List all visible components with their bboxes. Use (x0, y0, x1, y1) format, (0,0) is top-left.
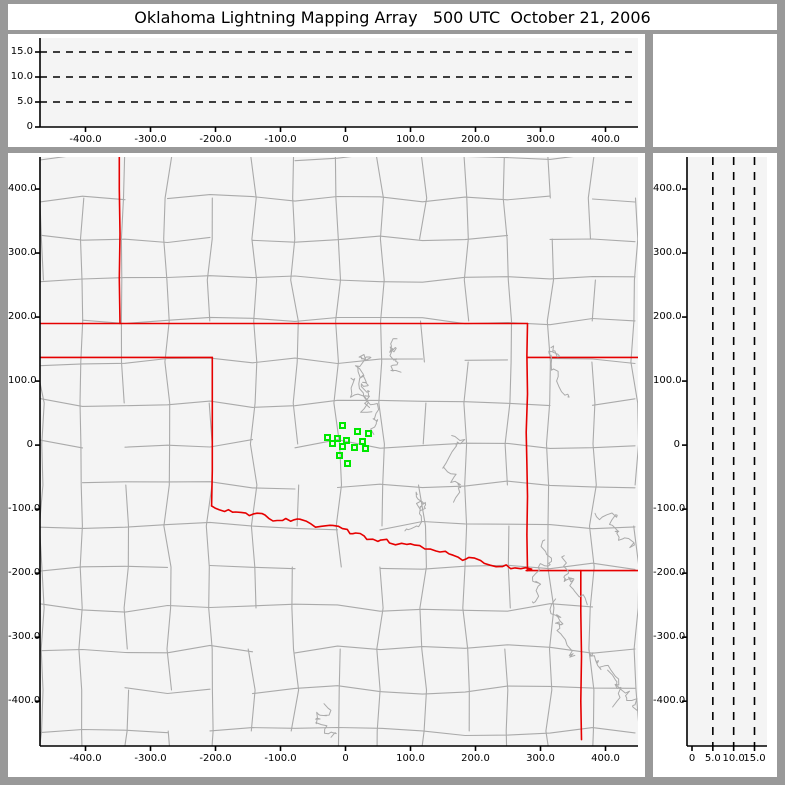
lightning-source-marker[interactable] (329, 440, 336, 448)
tick-label: -100.0 (8, 503, 41, 515)
altitude-vs-y-plot-area[interactable] (687, 157, 767, 746)
tick-label: -100.0 (264, 134, 297, 145)
tick-label: -100.0 (264, 753, 297, 764)
tick-label: 5.0 (704, 753, 721, 764)
lightning-source-marker[interactable] (353, 427, 361, 435)
lightning-source-marker[interactable] (343, 436, 351, 444)
tick-label: -200.0 (653, 567, 686, 579)
lightning-source-marker[interactable] (339, 442, 347, 450)
side-panel: 0 5.0 10.0 15.0 400.0 300.0 200.0 100.0 0 -100.0 -… (653, 153, 777, 777)
tick-label: 200.0 (653, 311, 682, 323)
tick-label: 300.0 (526, 753, 555, 764)
tick-label: -200.0 (199, 134, 232, 145)
tick-label: 100.0 (8, 375, 37, 387)
tick-label: 100.0 (653, 375, 682, 387)
tick-label: 200.0 (461, 134, 490, 145)
tick-label: 5.0 (17, 96, 33, 107)
tick-label: -300.0 (653, 631, 686, 643)
tick-label: -400.0 (653, 695, 686, 707)
tick-label: -100.0 (653, 503, 686, 515)
tick-label: 15.0 (10, 46, 33, 57)
lightning-source-marker[interactable] (358, 438, 366, 446)
tick-label: 0 (342, 753, 349, 764)
lightning-source-marker[interactable] (351, 444, 359, 452)
tick-label: 300.0 (8, 247, 37, 259)
map-plot-area[interactable] (40, 157, 638, 746)
lightning-source-marker[interactable] (343, 459, 351, 467)
tick-label: 10.0 (722, 753, 745, 764)
tick-label: -200.0 (8, 567, 41, 579)
tick-label: -300.0 (134, 134, 167, 145)
tick-label: -300.0 (8, 631, 41, 643)
tick-label: -400.0 (69, 753, 102, 764)
page-title: Oklahoma Lightning Mapping Array 500 UTC… (134, 7, 651, 27)
top-panel-axes (35, 38, 638, 132)
tick-label: 100.0 (396, 753, 425, 764)
tick-label: 15.0 (743, 753, 766, 764)
tick-label: 300.0 (653, 247, 682, 259)
title-bar: Oklahoma Lightning Mapping Array 500 UTC… (8, 4, 777, 30)
lightning-source-marker[interactable] (361, 445, 369, 453)
tick-label: 0 (26, 439, 33, 451)
side-panel-axes (682, 157, 767, 751)
tick-label: 400.0 (591, 753, 620, 764)
tick-label: -300.0 (134, 753, 167, 764)
tick-label: 200.0 (8, 311, 37, 323)
tick-label: 100.0 (396, 134, 425, 145)
lightning-source-marker[interactable] (336, 451, 344, 459)
tick-label: -400.0 (8, 695, 41, 707)
tick-label: -200.0 (199, 753, 232, 764)
tick-label: 0 (342, 134, 349, 145)
lightning-source-marker[interactable] (364, 430, 372, 438)
tick-label: 300.0 (526, 134, 555, 145)
lightning-source-marker[interactable] (338, 422, 346, 430)
top-panel: 15.0 10.0 5.0 0 -400.0 -300.0 -200.0 -100.0 0 100… (8, 34, 645, 147)
tick-label: 0 (688, 753, 696, 764)
tick-label: 0 (26, 121, 33, 132)
tick-label: 0 (673, 439, 680, 451)
map-panel: 400.0 300.0 200.0 100.0 0 -100.0 -200.0 -300.0 -… (8, 153, 645, 777)
tick-label: 400.0 (591, 134, 620, 145)
tick-label: -400.0 (69, 134, 102, 145)
tick-label: 10.0 (10, 71, 33, 82)
lightning-source-marker[interactable] (334, 435, 342, 443)
lightning-source-marker[interactable] (323, 433, 331, 441)
tick-label: 400.0 (653, 183, 682, 194)
tick-label: 200.0 (461, 753, 490, 764)
tick-label: 400.0 (8, 183, 37, 194)
altitude-vs-x-plot-area[interactable] (40, 38, 638, 127)
blank-histogram-panel[interactable] (653, 34, 777, 147)
